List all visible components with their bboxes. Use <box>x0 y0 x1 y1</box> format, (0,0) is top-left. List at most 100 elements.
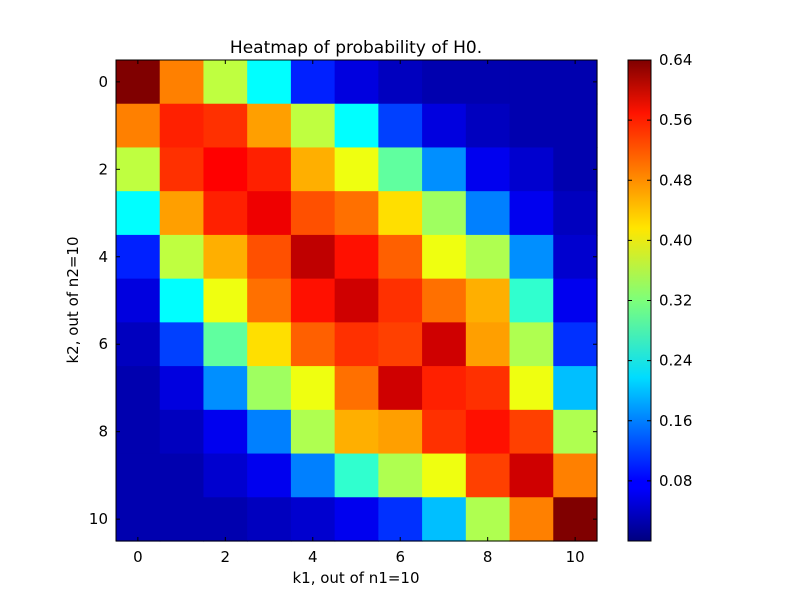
heatmap-cell <box>378 103 423 149</box>
heatmap-cell <box>290 409 336 455</box>
heatmap-cell <box>334 60 379 105</box>
heatmap-cell <box>422 366 467 411</box>
heatmap-cell <box>509 322 554 367</box>
heatmap-cell <box>203 60 248 105</box>
heatmap-cell <box>203 322 248 367</box>
heatmap-cell <box>465 191 511 236</box>
heatmap-cell <box>203 103 248 149</box>
heatmap-cell <box>203 191 248 236</box>
heatmap-cell <box>247 366 292 411</box>
y-tick-label: 0 <box>98 73 108 91</box>
heatmap-cell <box>509 497 554 542</box>
colorbar-tick-label: 0.24 <box>659 352 692 370</box>
heatmap-cell <box>334 409 379 455</box>
heatmap-cell <box>378 366 423 411</box>
heatmap-cell <box>334 103 379 149</box>
heatmap-cell <box>290 322 336 367</box>
heatmap-cell <box>422 409 467 455</box>
heatmap-cell <box>290 103 336 149</box>
heatmap-cell <box>159 453 205 498</box>
heatmap-cell <box>465 147 511 192</box>
heatmap-cell <box>378 453 423 498</box>
heatmap-cell <box>334 322 379 367</box>
heatmap-cell <box>290 278 336 323</box>
heatmap-cell <box>203 453 248 498</box>
heatmap-cell <box>247 453 292 498</box>
heatmap-cell <box>553 409 598 455</box>
heatmap-cell <box>334 366 379 411</box>
heatmap-cell <box>334 497 379 542</box>
heatmap-cell <box>553 147 598 192</box>
heatmap-cell <box>290 191 336 236</box>
heatmap-cell <box>465 366 511 411</box>
heatmap-cell <box>465 409 511 455</box>
y-axis-label: k2, out of n2=10 <box>64 236 82 363</box>
heatmap-cell <box>334 278 379 323</box>
heatmap-cell <box>116 322 161 367</box>
heatmap-cell <box>553 322 598 367</box>
colorbar-tick-label: 0.56 <box>659 111 692 129</box>
heatmap-cell <box>203 409 248 455</box>
heatmap-cell <box>465 234 511 280</box>
heatmap-cell <box>465 497 511 542</box>
heatmap-cell <box>422 147 467 192</box>
heatmap-cell <box>116 234 161 280</box>
heatmap-cell <box>116 366 161 411</box>
x-tick-label: 8 <box>483 548 493 566</box>
heatmap-cell <box>247 147 292 192</box>
heatmap-cell <box>422 278 467 323</box>
x-axis-label: k1, out of n1=10 <box>292 569 419 587</box>
heatmap-cell <box>509 103 554 149</box>
heatmap-cell <box>422 453 467 498</box>
heatmap-cell <box>378 322 423 367</box>
heatmap-cell <box>553 453 598 498</box>
heatmap-cell <box>553 278 598 323</box>
heatmap-cell <box>509 60 554 105</box>
heatmap-cell <box>465 322 511 367</box>
heatmap-cell <box>422 322 467 367</box>
heatmap-cell <box>247 191 292 236</box>
heatmap-cell <box>116 497 161 542</box>
heatmap-cell <box>553 191 598 236</box>
heatmap-cell <box>553 103 598 149</box>
heatmap-cell <box>378 234 423 280</box>
heatmap-cell <box>378 191 423 236</box>
colorbar-tick-label: 0.64 <box>659 51 692 69</box>
heatmap-cell <box>159 103 205 149</box>
heatmap-cell <box>378 60 423 105</box>
heatmap-cell <box>159 497 205 542</box>
heatmap-cell <box>465 453 511 498</box>
heatmap-cell <box>203 278 248 323</box>
colorbar-tick-label: 0.16 <box>659 412 692 430</box>
x-tick-label: 2 <box>221 548 231 566</box>
heatmap-cell <box>422 103 467 149</box>
heatmap-cell <box>290 366 336 411</box>
y-tick-label: 4 <box>98 248 108 266</box>
heatmap-cell <box>553 366 598 411</box>
heatmap-cell <box>334 453 379 498</box>
x-tick-label: 6 <box>395 548 405 566</box>
heatmap-cell <box>553 497 598 542</box>
y-tick-label: 6 <box>98 335 108 353</box>
heatmap-cell <box>509 409 554 455</box>
heatmap-cell <box>509 191 554 236</box>
y-tick-label: 10 <box>89 510 108 528</box>
heatmap-cell <box>378 409 423 455</box>
heatmap-cell <box>247 60 292 105</box>
heatmap-cell <box>509 147 554 192</box>
heatmap-cell <box>553 234 598 280</box>
heatmap-cell <box>334 147 379 192</box>
heatmap-cell <box>553 60 598 105</box>
heatmap-cell <box>159 322 205 367</box>
heatmap-cell <box>334 234 379 280</box>
heatmap-cell <box>247 234 292 280</box>
heatmap-cell <box>465 60 511 105</box>
heatmap-cell <box>247 497 292 542</box>
heatmap-cell <box>116 103 161 149</box>
heatmap-cell <box>116 191 161 236</box>
heatmap-cell <box>159 366 205 411</box>
heatmap-cell <box>116 453 161 498</box>
heatmap-cell <box>378 147 423 192</box>
axis-ticks: 0 2 4 6 8 10 0 2 4 6 8 10 <box>89 60 597 566</box>
